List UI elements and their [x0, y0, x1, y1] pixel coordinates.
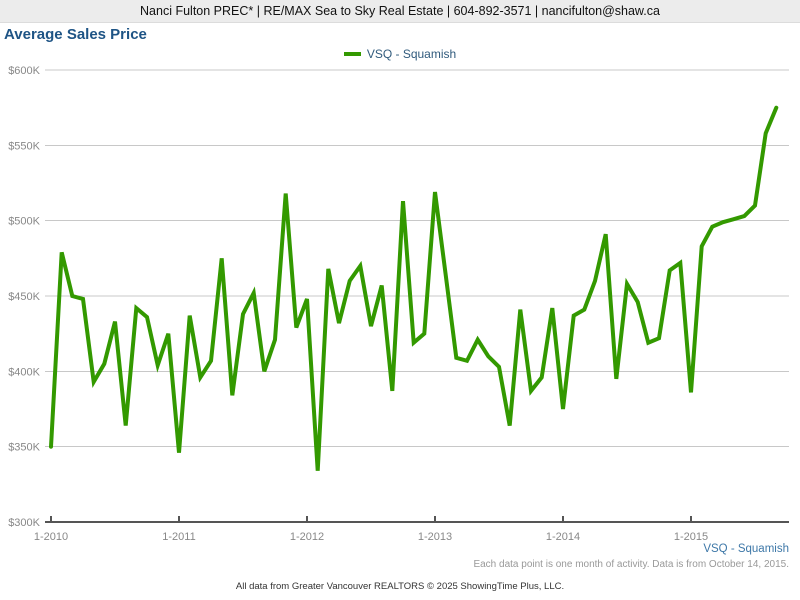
- x-axis-label: 1-2010: [34, 531, 68, 543]
- page-title: Average Sales Price: [4, 26, 147, 43]
- data-note: Each data point is one month of activity…: [473, 559, 789, 570]
- y-axis-label: $600K: [8, 65, 40, 77]
- x-axis-label: 1-2014: [546, 531, 580, 543]
- chart-legend: VSQ - Squamish: [0, 47, 800, 61]
- footer-attribution: All data from Greater Vancouver REALTORS…: [235, 581, 565, 592]
- legend-line-swatch-icon: [343, 52, 361, 56]
- series-caption: VSQ - Squamish: [703, 543, 789, 555]
- legend-series-label: VSQ - Squamish: [366, 47, 457, 61]
- series-line-vsq-squamish: [49, 105, 779, 471]
- y-axis-label: $400K: [8, 366, 40, 378]
- x-axis-label: 1-2011: [162, 531, 195, 543]
- y-axis-label: $300K: [8, 517, 40, 529]
- header-bar: Nanci Fulton PREC* | RE/MAX Sea to Sky R…: [0, 0, 800, 23]
- x-axis-label: 1-2013: [418, 531, 452, 543]
- x-axis-label: 1-2012: [290, 531, 324, 543]
- x-axis-label: 1-2015: [674, 531, 708, 543]
- header-contact-line: Nanci Fulton PREC* | RE/MAX Sea to Sky R…: [140, 4, 660, 18]
- y-axis-label: $550K: [8, 140, 40, 152]
- y-axis-label: $450K: [8, 291, 40, 303]
- y-axis-label: $350K: [8, 442, 40, 454]
- y-axis-label: $500K: [8, 216, 40, 228]
